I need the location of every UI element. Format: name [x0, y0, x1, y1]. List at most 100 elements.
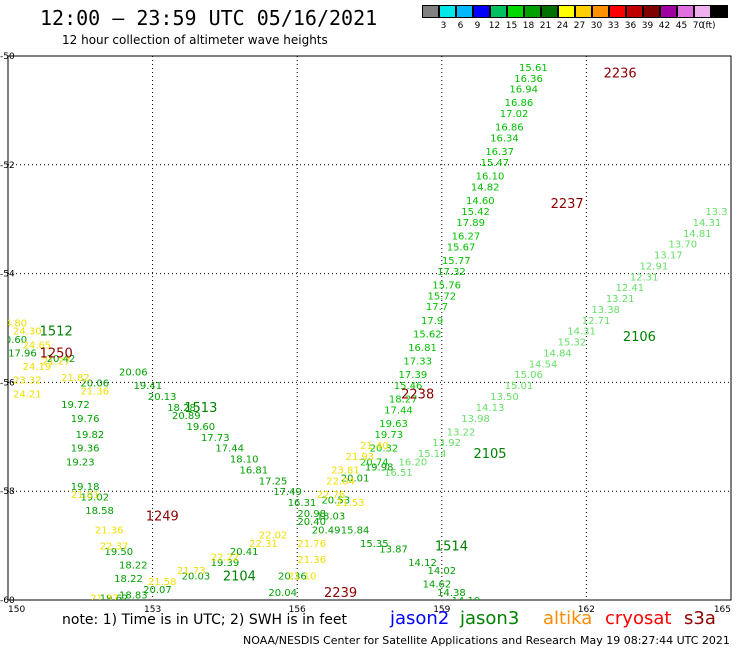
wave-height-point: 20.53: [321, 495, 350, 506]
wave-height-point: 20.98: [297, 509, 326, 520]
wave-height-point: 16.20: [399, 457, 428, 468]
wave-height-point: 14.82: [471, 183, 500, 194]
legend-cryosat: cryosat: [605, 608, 672, 629]
wave-height-point: 16.81: [408, 343, 437, 354]
wave-height-point: 15.62: [413, 329, 442, 340]
wave-height-point: 20.04: [268, 588, 297, 599]
wave-height-point: 14.54: [529, 359, 558, 370]
legend-jason3: jason3: [460, 608, 520, 629]
scale-label: 15: [505, 21, 518, 31]
wave-height-point: 17.44: [215, 444, 244, 455]
wave-height-point: 17.32: [437, 267, 466, 278]
scale-swatch: [609, 5, 626, 18]
wave-height-point: 13.50: [490, 392, 519, 403]
wave-height-point: 15.77: [442, 256, 471, 267]
wave-height-point: 18.58: [85, 506, 114, 517]
scale-label: 70: [692, 21, 705, 31]
wave-height-point: 23.81: [331, 465, 360, 476]
scale-swatch: [558, 5, 575, 18]
wave-height-point: 19.41: [133, 381, 162, 392]
credit-line: NOAA/NESDIS Center for Satellite Applica…: [243, 634, 577, 647]
wave-height-point: 21.73: [177, 566, 206, 577]
wave-height-point: 17.73: [201, 433, 230, 444]
wave-height-point: 18.22: [119, 561, 148, 572]
wave-height-point: 20.41: [230, 547, 259, 558]
wave-height-point: 20.32: [370, 444, 399, 455]
wave-height-point: 21.27: [42, 357, 71, 368]
x-tick-label: 153: [144, 605, 161, 615]
wave-height-point: 16.31: [288, 498, 317, 509]
wave-height-point: 20.07: [143, 585, 172, 596]
scale-swatch: [439, 5, 456, 18]
wave-height-point: 20.06: [80, 378, 109, 389]
wave-height-point: 16.27: [452, 232, 481, 243]
wave-height-point: 15.14: [418, 449, 447, 460]
page-subtitle: 12 hour collection of altimeter wave hei…: [62, 33, 328, 47]
wave-height-point: 21.01: [71, 490, 100, 501]
y-tick-label: -54: [0, 270, 15, 280]
wave-height-point: 22.04: [326, 476, 355, 487]
wave-height-point: 19.98: [365, 463, 394, 474]
wave-height-point: 17.44: [384, 406, 413, 417]
pass-time-label: 1249: [146, 510, 179, 525]
wave-height-point: 13.38: [591, 305, 620, 316]
y-tick-label: -60: [0, 596, 15, 606]
wave-height-point: 19.63: [379, 419, 408, 430]
x-tick-label: 165: [714, 605, 731, 615]
x-tick-label: 150: [8, 605, 25, 615]
wave-height-point: 17.39: [399, 370, 428, 381]
wave-height-point: 15.67: [447, 242, 476, 253]
legend-altika: altika: [543, 608, 593, 629]
wave-height-point: 15.47: [480, 158, 509, 169]
wave-height-point: 12.41: [615, 283, 644, 294]
wave-height-point: 24.19: [23, 362, 52, 373]
wave-height-point: 19.76: [71, 414, 100, 425]
wave-height-point: 21.36: [95, 525, 124, 536]
scale-swatch: [490, 5, 507, 18]
wave-height-point: 15.01: [505, 381, 534, 392]
wave-height-point: 13.3: [705, 207, 727, 218]
scale-swatch: [643, 5, 660, 18]
wave-height-point: 18.03: [317, 512, 346, 523]
x-tick-label: 156: [289, 605, 306, 615]
scale-label: 39: [641, 21, 654, 31]
y-tick-label: -58: [0, 487, 15, 497]
wave-height-point: 19.82: [76, 430, 105, 441]
wave-height-point: 14.60: [466, 196, 495, 207]
data-layer: 15.6116.3616.9416.8617.0216.8616.3416.37…: [8, 63, 728, 600]
scale-label: 6: [457, 21, 464, 31]
wave-height-point: 18.10: [230, 455, 259, 466]
wave-height-point: 17.89: [456, 218, 485, 229]
scale-label: 45: [675, 21, 688, 31]
wave-height-point: 17.7: [426, 302, 448, 313]
wave-height-point: 22.76: [317, 490, 346, 501]
wave-height-point: 19.60: [186, 422, 215, 433]
wave-height-point: 13.21: [606, 294, 635, 305]
footer-note: note: 1) Time is in UTC; 2) SWH is in fe…: [62, 612, 348, 628]
wave-height-point: 20.49: [312, 525, 341, 536]
pass-time-label: 1513: [184, 401, 217, 416]
wave-height-point: 18.28: [167, 403, 196, 414]
wave-height-point: 15.06: [514, 370, 543, 381]
wave-height-point: 19.36: [71, 444, 100, 455]
plot-frame: [7, 55, 732, 601]
wave-height-point: 15.61: [519, 63, 548, 74]
wave-height-point: 13.92: [432, 438, 461, 449]
wave-height-point: 20.36: [278, 572, 307, 583]
wave-height-point: 15.46: [394, 381, 423, 392]
page-title: 12:00 — 23:59 UTC 05/16/2021: [40, 6, 378, 30]
wave-height-point: 20.89: [172, 411, 201, 422]
scale-swatch: [456, 5, 473, 18]
wave-height-point: 17.96: [8, 348, 37, 359]
wave-height-point: 17.02: [500, 109, 529, 120]
wave-height-point: 20.74: [360, 457, 389, 468]
scale-label: 27: [573, 21, 586, 31]
wave-height-point: 17.25: [259, 476, 288, 487]
wave-height-point: 21.36: [80, 387, 109, 398]
scale-unit: (ft): [702, 21, 716, 31]
wave-height-point: 19.02: [80, 493, 109, 504]
wave-height-point: 16.34: [490, 134, 519, 145]
y-tick-label: -50: [0, 52, 15, 62]
wave-height-point: 14.31: [693, 218, 722, 229]
